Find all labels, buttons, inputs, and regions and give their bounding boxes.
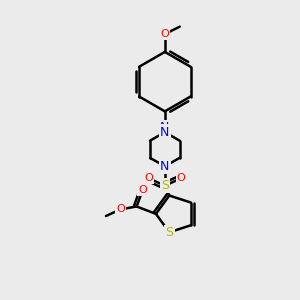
Text: S: S [165,226,173,239]
Text: O: O [116,204,125,214]
Text: N: N [160,126,170,139]
Text: O: O [144,173,153,183]
Text: N: N [160,121,170,134]
Text: S: S [161,179,169,192]
Text: O: O [160,29,169,39]
Text: O: O [138,185,147,195]
Text: O: O [177,173,186,183]
Text: N: N [160,160,170,173]
